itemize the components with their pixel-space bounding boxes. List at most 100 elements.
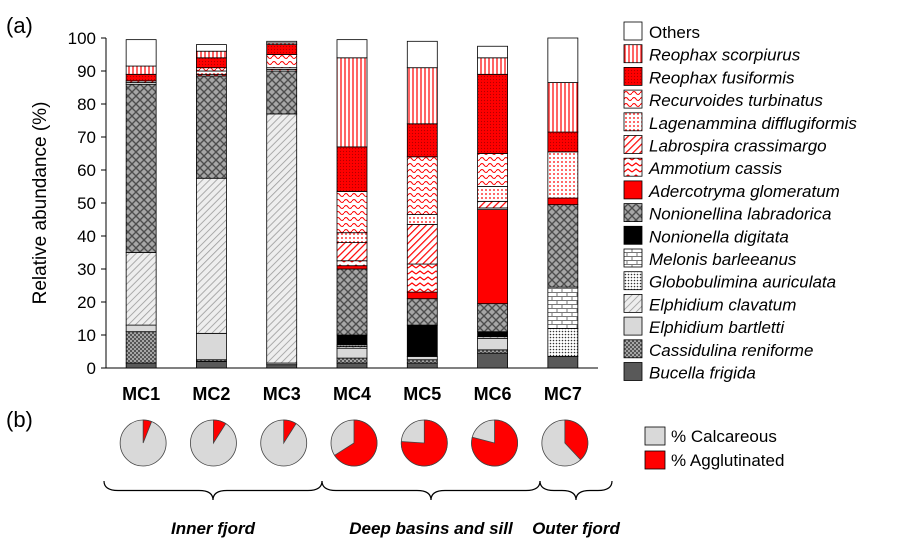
bar-segment xyxy=(125,331,157,364)
region-brace xyxy=(103,480,323,501)
bar-segment xyxy=(477,349,508,354)
pie-legend-swatch xyxy=(644,450,666,470)
pie-slice-agglutinated xyxy=(564,419,589,461)
y-tick-label: 40 xyxy=(77,227,96,246)
pie-mc3 xyxy=(260,419,308,467)
bar-segment xyxy=(406,324,438,357)
region-label: Outer fjord xyxy=(532,519,620,538)
y-tick-label: 20 xyxy=(77,293,96,312)
bar-stack-mc1 xyxy=(125,39,157,369)
pie-mc1 xyxy=(119,419,167,467)
bar-segment xyxy=(477,153,508,187)
bar-segment xyxy=(547,37,579,83)
bar-segment xyxy=(196,70,227,75)
bar-segment xyxy=(266,44,298,55)
legend-label: Cassidulina reniforme xyxy=(649,341,813,360)
bar-stack-mc6 xyxy=(477,45,508,369)
legend-swatch xyxy=(623,362,643,381)
legend-label: Reophax scorpiurus xyxy=(649,46,801,65)
bar-segment xyxy=(125,73,157,82)
bar-segment xyxy=(406,214,438,225)
bar-stack-mc3 xyxy=(266,40,298,369)
y-tick-label: 30 xyxy=(77,260,96,279)
bar-segment xyxy=(125,252,157,326)
legend-swatch xyxy=(623,316,643,336)
bar-segment xyxy=(196,50,227,59)
bar-segment xyxy=(336,357,368,364)
legend-label: Adercotryma glomeratum xyxy=(648,182,840,201)
legend-swatch xyxy=(623,293,643,313)
bar-segment xyxy=(547,82,579,133)
bar-segment xyxy=(406,291,438,300)
legend-swatch xyxy=(623,67,643,86)
bar-segment xyxy=(125,65,157,75)
legend-label: Melonis barleeanus xyxy=(649,250,797,269)
bar-segment xyxy=(196,44,227,52)
legend-label: Lagenammina difflugiformis xyxy=(649,114,857,133)
x-tick-label: MC7 xyxy=(544,384,582,404)
pie-mc7 xyxy=(541,419,589,467)
bar-segment xyxy=(125,39,157,67)
bar-segment xyxy=(336,57,368,148)
stacked-bars xyxy=(125,37,579,369)
bar-segment xyxy=(406,362,438,369)
bar-segment xyxy=(196,332,227,361)
pie-slice-agglutinated xyxy=(471,419,518,467)
pie-legend-label: % Calcareous xyxy=(671,427,777,446)
bar-segment xyxy=(406,356,438,361)
pie-charts xyxy=(119,419,589,467)
pie-slice-agglutinated xyxy=(334,419,378,467)
x-axis-labels: MC1 MC2 MC3 MC4 MC5 MC6 MC7 xyxy=(122,384,582,404)
bar-segment xyxy=(125,83,157,253)
bar-segment xyxy=(547,286,579,329)
bar-stack-mc2 xyxy=(196,44,227,369)
bar-segment xyxy=(336,232,368,243)
bar-segment xyxy=(336,265,368,270)
legend-swatch xyxy=(623,180,643,200)
x-tick-label: MC3 xyxy=(263,384,301,404)
bar-segment xyxy=(406,263,438,293)
bar-segment xyxy=(336,268,368,336)
legend-label: Elphidium clavatum xyxy=(649,295,796,314)
legend-swatch xyxy=(623,89,643,109)
bar-segment xyxy=(406,67,438,125)
x-tick-label: MC1 xyxy=(122,384,160,404)
bar-segment xyxy=(266,70,298,115)
bar-stack-mc4 xyxy=(336,39,368,369)
bar-segment xyxy=(477,331,508,338)
bar-segment xyxy=(406,40,438,69)
bar-stack-mc7 xyxy=(547,37,579,369)
y-tick-label: 70 xyxy=(77,128,96,147)
bar-segment xyxy=(125,362,157,369)
bar-segment xyxy=(336,191,368,234)
legend-swatch xyxy=(623,135,643,154)
bar-segment xyxy=(406,123,438,158)
legend: Others Reophax scorpiurus Reophax fusiform… xyxy=(623,21,857,383)
bar-segment xyxy=(547,327,579,357)
bar-segment xyxy=(477,209,508,305)
legend-label: Ammotium cassis xyxy=(648,159,783,178)
legend-label: Others xyxy=(649,23,700,42)
y-tick-label: 90 xyxy=(77,62,96,81)
pie-legend: % Calcareous % Agglutinated xyxy=(644,426,784,470)
legend-swatch xyxy=(623,203,643,223)
bar-segment xyxy=(477,186,508,202)
bar-segment xyxy=(547,356,579,369)
legend-label: Reophax fusiformis xyxy=(649,68,795,87)
bar-segment xyxy=(547,197,579,206)
x-tick-label: MC6 xyxy=(474,384,512,404)
region-label: Deep basins and sill xyxy=(349,519,514,538)
bar-segment xyxy=(336,146,368,192)
bar-segment xyxy=(266,364,298,369)
pie-slice-agglutinated xyxy=(213,419,227,445)
legend-swatch xyxy=(623,44,643,64)
bar-segment xyxy=(266,113,298,364)
bar-segment xyxy=(266,54,298,69)
y-tick-label: 80 xyxy=(77,95,96,114)
pie-slice-agglutinated xyxy=(400,419,448,467)
bar-segment xyxy=(477,57,508,75)
bar-segment xyxy=(477,45,508,59)
bar-segment xyxy=(547,131,579,153)
legend-swatch xyxy=(623,339,643,359)
y-tick-label: 50 xyxy=(77,194,96,213)
